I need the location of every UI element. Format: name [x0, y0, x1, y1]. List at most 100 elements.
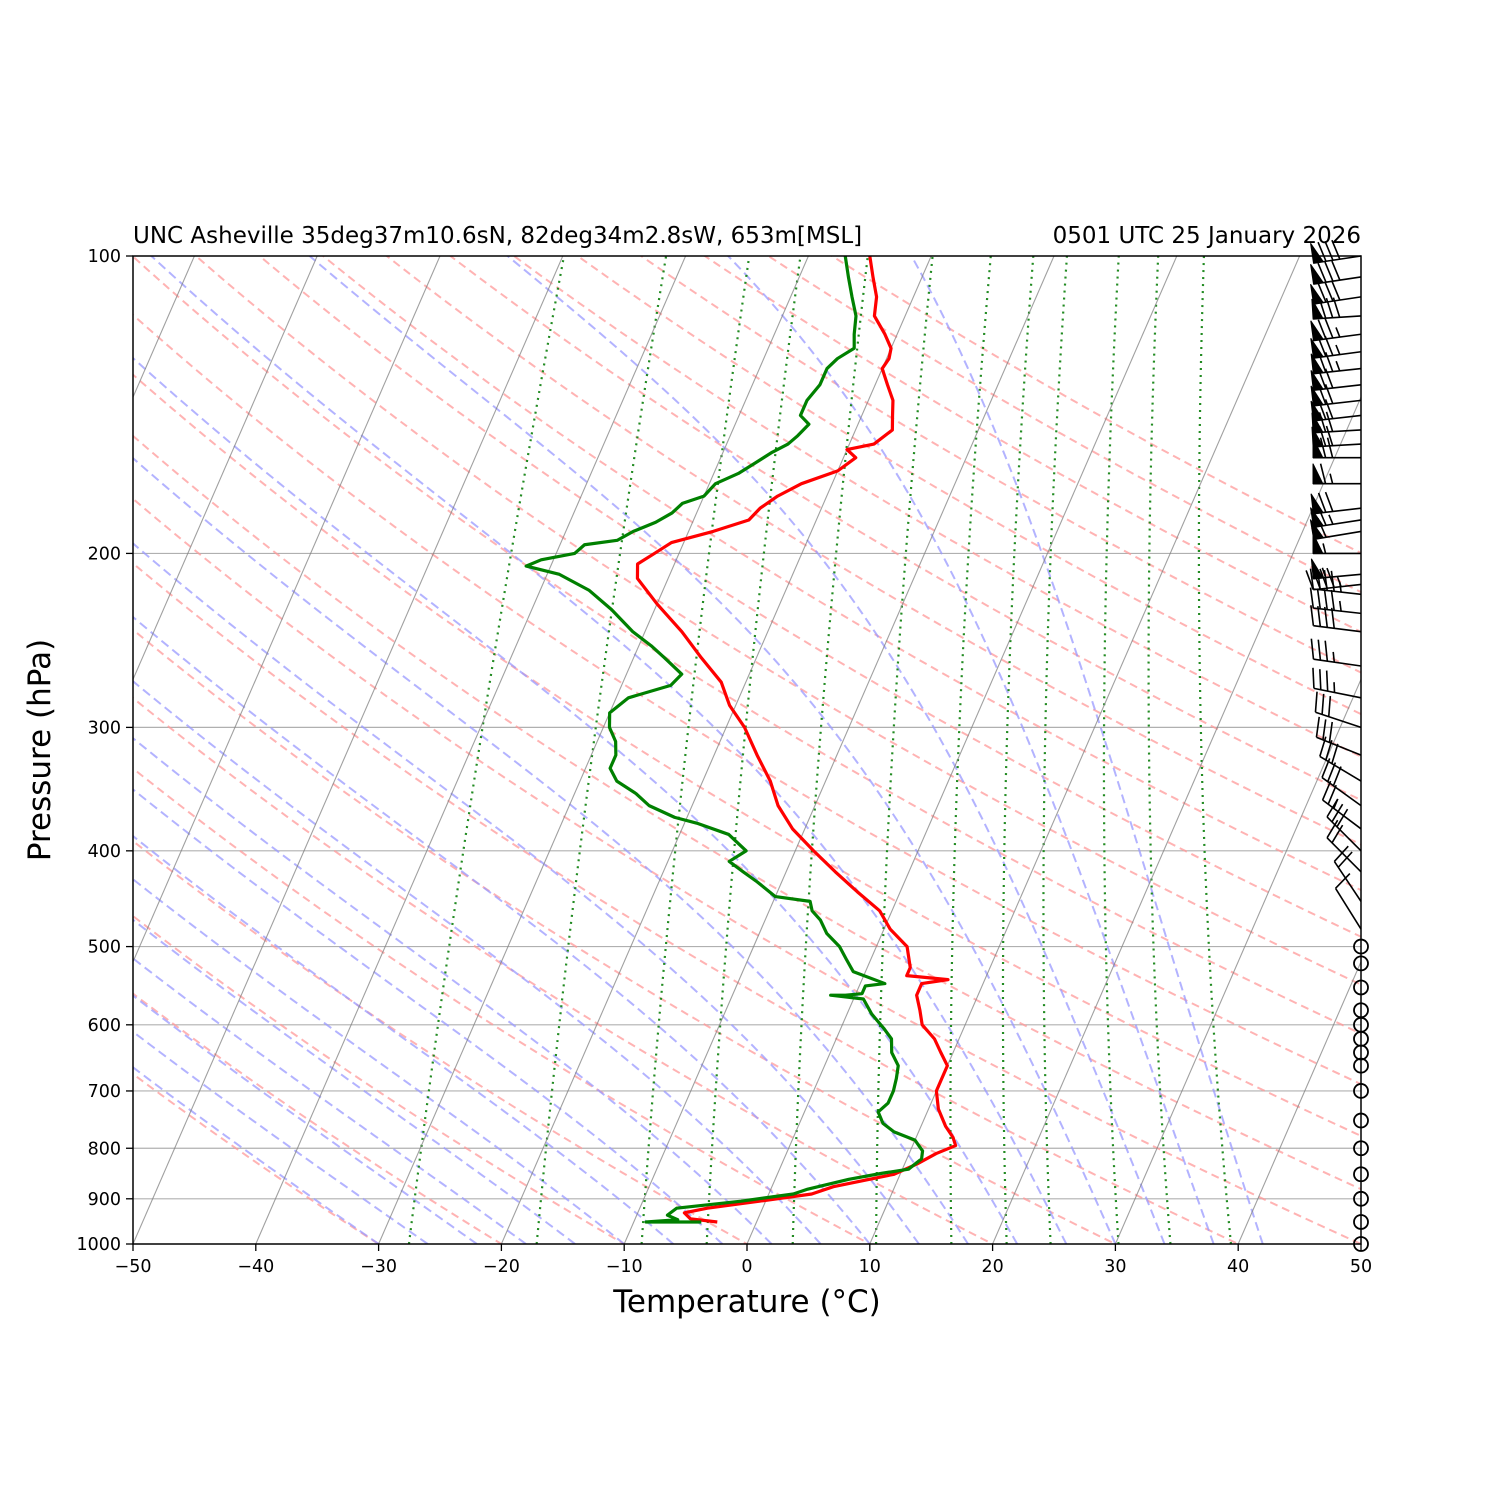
- barb-shaft: [1333, 860, 1362, 902]
- barb-full: [1333, 845, 1349, 862]
- barb-shaft: [1322, 799, 1362, 830]
- barb-full: [1332, 766, 1342, 787]
- wind-barb: [1333, 845, 1362, 902]
- temperature-profile: [635, 256, 958, 1224]
- isotherm-line: [500, 256, 932, 1244]
- barb-full: [1319, 669, 1322, 690]
- x-tick-label: −10: [606, 1257, 643, 1277]
- barb-half: [1332, 651, 1336, 663]
- barb-full: [1317, 606, 1322, 627]
- moist-adiabat-line: [133, 736, 773, 1244]
- barb-full: [1312, 667, 1315, 689]
- barb-flag: [1310, 385, 1324, 407]
- isotherm-line: [1237, 960, 1361, 1244]
- wind-barb: [1310, 368, 1362, 392]
- moist-adiabat-line: [133, 957, 527, 1244]
- isotherm-line: [133, 256, 318, 681]
- moist-adiabat-line: [133, 615, 871, 1244]
- barb-full: [1324, 491, 1334, 512]
- barb-full: [1318, 426, 1327, 447]
- barb-full: [1331, 260, 1341, 281]
- barb-shaft: [1313, 607, 1362, 615]
- dry-adiabat-line: [512, 256, 1361, 758]
- moist-adiabat-line: [133, 679, 822, 1244]
- x-tick-label: 30: [1104, 1257, 1126, 1277]
- y-tick-label: 400: [88, 842, 121, 862]
- barb-full: [1317, 262, 1327, 283]
- barb-full: [1330, 607, 1336, 629]
- dry-adiabat-line: [133, 767, 872, 1244]
- moist-adiabat-line: [133, 994, 478, 1244]
- barb-flag: [1310, 493, 1324, 515]
- moist-adiabat-line: [133, 918, 576, 1244]
- wind-barb: [1312, 437, 1361, 459]
- barb-full: [1325, 740, 1333, 761]
- barb-shaft: [1326, 837, 1362, 873]
- dry-adiabat-line: [321, 256, 1361, 892]
- barb-full: [1326, 819, 1339, 839]
- barb-shaft: [1321, 776, 1362, 807]
- isotherm-line: [746, 256, 1178, 1244]
- wind-barb: [1310, 336, 1362, 359]
- dry-adiabat-line: [133, 313, 1361, 1086]
- barb-full: [1309, 568, 1315, 590]
- barb-full: [1334, 872, 1351, 889]
- barb-shaft: [1315, 711, 1362, 729]
- mixing-ratio-line: [1001, 256, 1035, 1244]
- wind-barb: [1312, 463, 1361, 485]
- wind-barb: [1326, 819, 1362, 873]
- y-tick-label: 300: [88, 718, 121, 738]
- mixing-ratio-line: [407, 256, 566, 1244]
- barb-full: [1321, 758, 1331, 778]
- barb-full: [1319, 736, 1327, 757]
- moist-adiabat-line: [133, 356, 1019, 1244]
- barb-flag: [1312, 533, 1324, 554]
- barb-full: [1331, 803, 1344, 823]
- barb-half: [1329, 473, 1334, 484]
- y-tick-label: 700: [88, 1082, 121, 1102]
- barb-full: [1317, 352, 1327, 373]
- y-tick-label: 100: [88, 247, 121, 267]
- barb-full: [1331, 824, 1344, 844]
- dry-adiabat-line: [133, 628, 1118, 1244]
- barb-full: [1315, 716, 1321, 738]
- barb-full: [1318, 412, 1327, 433]
- moist-adiabat-line: [726, 256, 1215, 1244]
- isotherm-line: [378, 256, 809, 1244]
- isotherm-line: [255, 256, 687, 1244]
- y-tick-label: 600: [88, 1016, 121, 1036]
- x-tick-label: 10: [859, 1257, 881, 1277]
- barb-full: [1336, 808, 1349, 828]
- moist-adiabat-line: [910, 256, 1264, 1244]
- wind-barb: [1334, 872, 1362, 930]
- isotherm-line: [623, 256, 1055, 1244]
- barb-full: [1331, 743, 1339, 764]
- barb-full: [1321, 693, 1325, 715]
- wind-barb: [1310, 260, 1362, 285]
- dry-adiabat-line: [133, 434, 1361, 1191]
- wind-barb: [1312, 667, 1362, 699]
- barb-full: [1327, 784, 1337, 805]
- x-tick-label: 20: [981, 1257, 1003, 1277]
- barb-flag: [1310, 337, 1324, 359]
- barb-flag: [1310, 263, 1325, 285]
- wind-barb: [1310, 318, 1362, 342]
- x-axis-ticks: −50 −40 −30 −20 −10 0 10 20 30 40 50: [115, 1244, 1372, 1277]
- barb-full: [1319, 437, 1327, 458]
- wind-barb: [1315, 716, 1362, 756]
- barb-full: [1317, 639, 1322, 661]
- barb-flag: [1312, 437, 1324, 459]
- wind-barb: [1311, 297, 1362, 320]
- isotherm-line: [133, 256, 564, 1244]
- dry-adiabats: [133, 256, 1361, 1244]
- barb-flag: [1310, 353, 1324, 375]
- barb-full: [1324, 318, 1334, 339]
- dewpoint-profile: [524, 256, 925, 1224]
- barb-full: [1330, 589, 1335, 611]
- wind-barb: [1326, 798, 1362, 852]
- barb-full: [1317, 369, 1327, 390]
- dry-adiabat-line: [133, 256, 1361, 1035]
- barb-flag: [1310, 370, 1324, 391]
- mixing-ratio-line: [535, 256, 668, 1244]
- barb-full: [1325, 411, 1334, 432]
